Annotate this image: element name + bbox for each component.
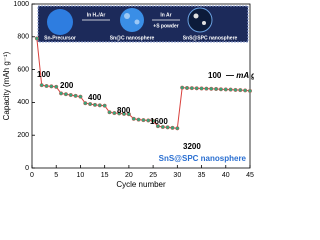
point (194, 86, 199, 91)
point (54, 84, 59, 89)
sns-dot (202, 21, 206, 25)
x-tick-label: 45 (246, 172, 254, 179)
x-tick-label: 15 (101, 172, 109, 179)
sn-dot (124, 13, 130, 19)
point (83, 101, 88, 106)
legend-label: SnS@SPC nanosphere (159, 154, 247, 163)
y-tick-label: 400 (17, 99, 29, 106)
point (44, 83, 49, 88)
annotation: 100 (208, 71, 222, 80)
point (63, 92, 68, 97)
point (185, 85, 190, 90)
point (131, 116, 136, 121)
point (165, 125, 170, 130)
point (73, 93, 78, 98)
sn-precursor-sphere (47, 9, 73, 35)
annotation: 400 (88, 93, 102, 102)
y-tick-label: 1000 (13, 1, 29, 8)
inset-box (37, 5, 249, 43)
y-tick-label: 600 (17, 66, 29, 73)
inset-label: SnS@SPC nanosphere (183, 35, 238, 41)
point (146, 118, 151, 123)
chart: Sn-Precursor In H₂/Ar Sn@C nanosphere In… (2, 1, 254, 189)
point (228, 87, 233, 92)
annotation: 100 (37, 70, 51, 79)
annotation: 1600 (150, 117, 168, 126)
point (141, 118, 146, 123)
y-tick-label: 800 (17, 34, 29, 41)
point (102, 103, 107, 108)
point (122, 111, 127, 116)
x-tick-label: 40 (222, 172, 230, 179)
inset-label: Sn-Precursor (44, 35, 76, 41)
point (199, 86, 204, 91)
annotation: 3200 (183, 142, 201, 151)
point (160, 124, 165, 129)
point (204, 86, 209, 91)
point (151, 118, 156, 123)
point (107, 110, 112, 115)
x-tick-label: 30 (173, 172, 181, 179)
point (68, 93, 73, 98)
x-tick-label: 5 (54, 172, 58, 179)
point (189, 86, 194, 91)
point (243, 88, 248, 93)
inset-label: In Ar (160, 12, 171, 18)
sns-dot (193, 13, 199, 19)
point (39, 83, 44, 88)
point (247, 88, 252, 93)
annotation: — mA g⁻¹ (225, 71, 254, 80)
point (223, 87, 228, 92)
point (126, 112, 131, 117)
point (88, 102, 93, 107)
point (97, 103, 102, 108)
point (218, 87, 223, 92)
y-tick-label: 0 (25, 165, 29, 172)
x-tick-label: 20 (125, 172, 133, 179)
sns-sphere (187, 7, 213, 33)
point (170, 125, 175, 130)
x-tick-label: 10 (77, 172, 85, 179)
inset-label: Sn@C nanosphere (110, 35, 155, 41)
inset: Sn-Precursor In H₂/Ar Sn@C nanosphere In… (37, 5, 249, 43)
y-axis-title: Capacity (mAh g⁻¹) (2, 51, 11, 120)
point (233, 87, 238, 92)
x-tick-label: 0 (30, 172, 34, 179)
point (59, 91, 64, 96)
sn-c-sphere (120, 8, 144, 32)
point (78, 94, 83, 99)
point (238, 88, 243, 93)
inset-label: In H₂/Ar (87, 12, 106, 18)
point (155, 124, 160, 129)
point (136, 117, 141, 122)
x-tick-label: 35 (198, 172, 206, 179)
x-axis-title: Cycle number (116, 180, 166, 189)
point (214, 86, 219, 91)
point (117, 111, 122, 116)
point (92, 102, 97, 107)
annotation: 800 (117, 106, 131, 115)
point (49, 84, 54, 89)
point (175, 126, 180, 131)
plot-frame (31, 3, 251, 169)
annotation: 200 (60, 81, 74, 90)
y-tick-label: 200 (17, 132, 29, 139)
point (34, 36, 39, 41)
point (180, 85, 185, 90)
x-tick-label: 25 (149, 172, 157, 179)
inset-label: +S powder (153, 23, 178, 29)
sn-dot (134, 19, 140, 25)
point (209, 86, 214, 91)
point (112, 111, 117, 116)
